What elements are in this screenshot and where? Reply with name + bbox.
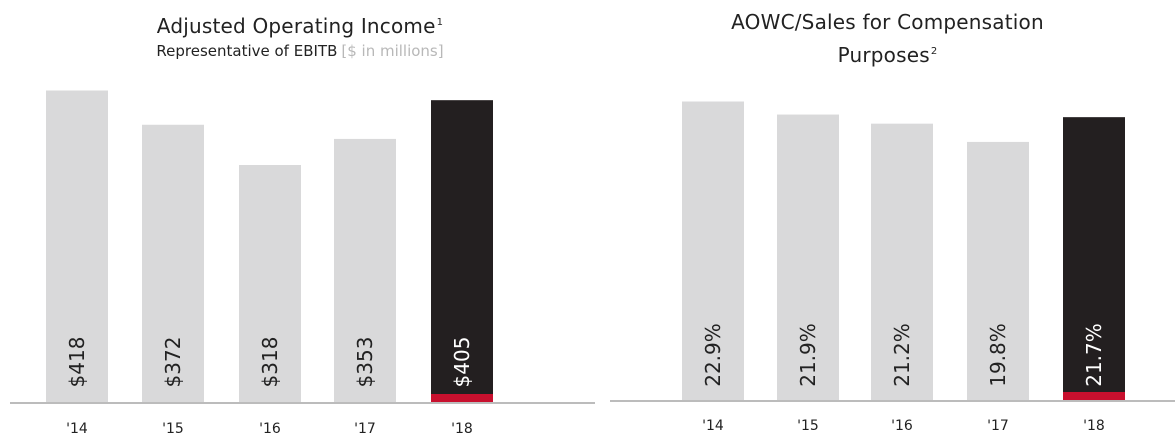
x-tick-label: '18 (1083, 418, 1105, 434)
bar (142, 124, 204, 403)
bar-chart-aowc-sales: 22.9% '14 21.9% '15 21.2% '16 19.8% '17 21.7% '18 (610, 101, 1175, 434)
chart-unit-note: [$ in millions] (341, 42, 444, 60)
data-label: 21.2% (890, 323, 914, 387)
x-tick-label: '16 (259, 421, 281, 435)
footnote-marker: 2 (930, 46, 938, 57)
bar (682, 101, 744, 401)
data-label: 19.8% (986, 323, 1010, 387)
bar-accent-stripe (1063, 392, 1125, 400)
footnote-marker: 1 (436, 17, 444, 28)
bar-accent-stripe (431, 394, 493, 402)
bar (871, 123, 933, 400)
data-label: $353 (353, 337, 377, 388)
x-tick-label: '15 (797, 418, 819, 434)
data-label: $318 (258, 337, 282, 388)
bar (777, 114, 839, 401)
bar (46, 90, 108, 402)
bar-highlight (431, 100, 493, 402)
x-tick-label: '14 (66, 421, 88, 435)
chart-title-block: Adjusted Operating Income1 Representativ… (0, 8, 600, 61)
data-label: 21.7% (1082, 323, 1106, 387)
bar (239, 165, 301, 402)
x-tick-label: '14 (702, 418, 724, 434)
bar-highlight (1063, 117, 1125, 401)
data-label: $372 (161, 337, 185, 388)
bar-chart-adjusted-operating-income: $418 '14 $372 '15 $318 '16 $353 '17 $405 '18 (10, 90, 595, 435)
data-label: $418 (65, 337, 89, 388)
chart-title-line-2: Purposes2 (837, 43, 938, 67)
data-label: 22.9% (701, 323, 725, 387)
chart-subtitle: Representative of EBITB [$ in millions] (156, 42, 444, 60)
chart-title-line-1: AOWC/Sales for Compensation (731, 10, 1044, 34)
x-tick-label: '17 (354, 421, 376, 435)
data-label: 21.9% (796, 323, 820, 387)
chart-panel-adjusted-operating-income: Adjusted Operating Income1 Representativ… (0, 8, 600, 435)
x-tick-label: '18 (451, 421, 473, 435)
data-label: $405 (450, 337, 474, 388)
x-tick-label: '16 (891, 418, 913, 434)
chart-panel-aowc-sales: AOWC/Sales for Compensation Purposes2 22… (600, 0, 1175, 435)
bar (334, 138, 396, 402)
chart-title-block: AOWC/Sales for Compensation Purposes2 (600, 8, 1175, 70)
x-tick-label: '15 (162, 421, 184, 435)
x-tick-label: '17 (987, 418, 1009, 434)
chart-title: Adjusted Operating Income1 (156, 14, 444, 38)
bar (967, 141, 1029, 400)
